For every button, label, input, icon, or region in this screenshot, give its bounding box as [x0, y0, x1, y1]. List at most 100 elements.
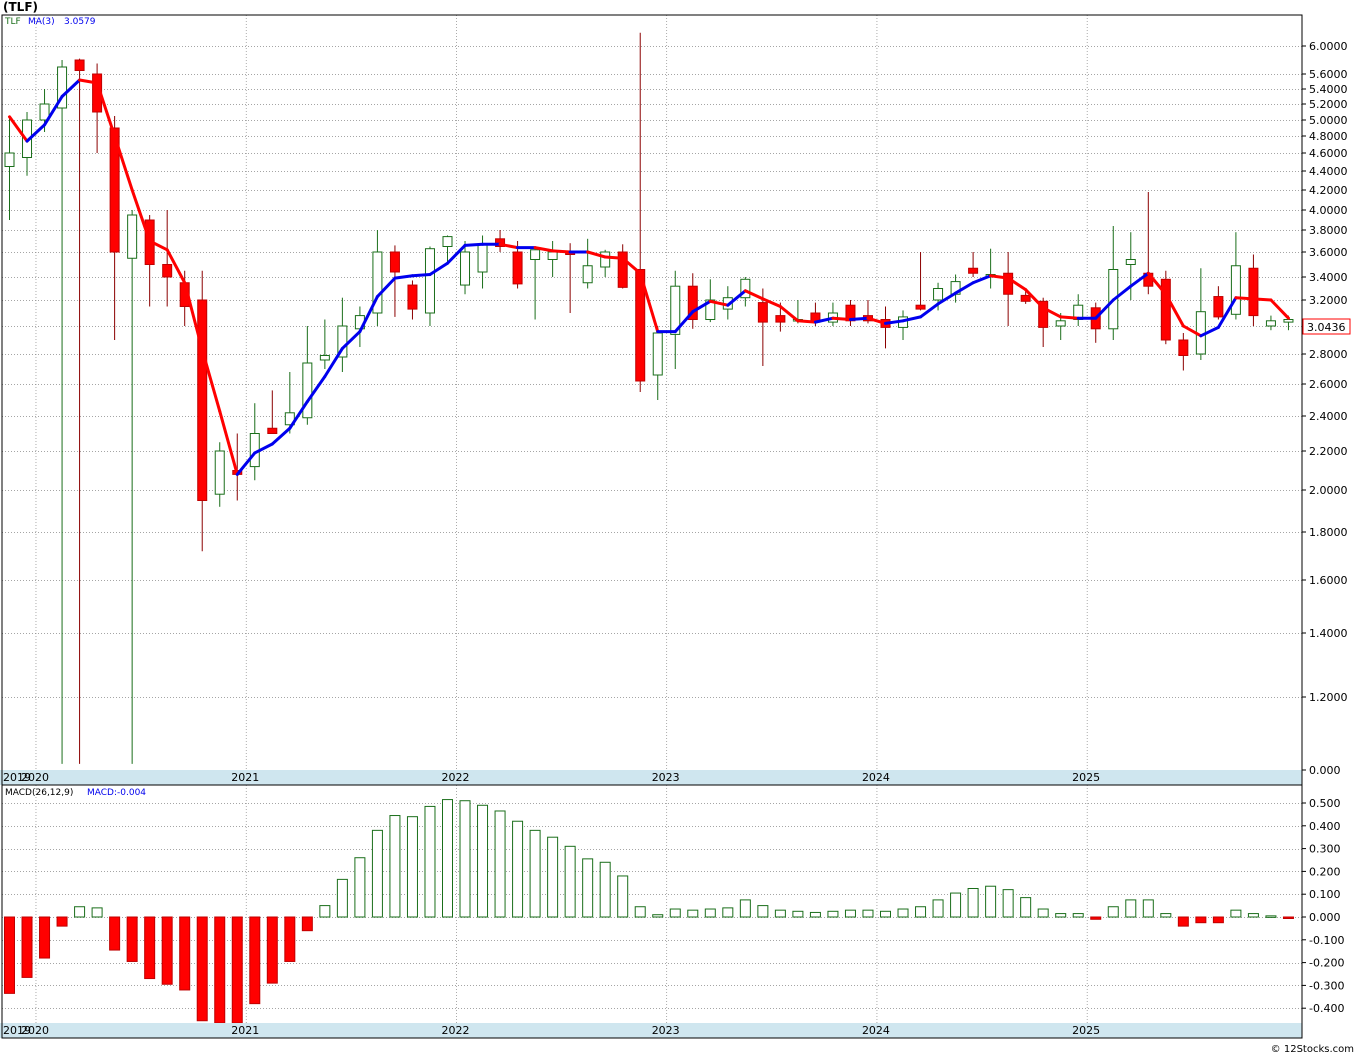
- ma-segment: [1199, 325, 1220, 338]
- ma-segment: [1269, 298, 1290, 320]
- price-year-label: 2024: [862, 771, 890, 784]
- ma-segment: [60, 78, 82, 98]
- ma-segment: [551, 249, 572, 254]
- macd-bar: [1107, 906, 1119, 918]
- candle-body: [1265, 320, 1276, 327]
- price-tick-label: 1.4000: [1309, 627, 1348, 640]
- macd-bar: [915, 906, 927, 918]
- candle: [109, 116, 120, 340]
- ma-segment: [638, 271, 660, 334]
- macd-year-label: 2023: [652, 1024, 680, 1037]
- ma-segment: [796, 319, 817, 324]
- macd-bar: [1072, 913, 1084, 918]
- macd-bar: [319, 905, 331, 918]
- price-tick-label: 1.2000: [1309, 691, 1348, 704]
- ma-segment: [1059, 315, 1080, 320]
- macd-bar: [582, 858, 594, 918]
- candle-body: [477, 243, 488, 273]
- price-tick-label: 2.4000: [1309, 410, 1348, 423]
- macd-bar: [389, 815, 401, 918]
- candle: [74, 58, 85, 764]
- candle: [617, 244, 628, 289]
- ma-segment: [813, 316, 835, 324]
- macd-bar: [1125, 899, 1137, 918]
- macd-year-label: 2025: [1072, 1024, 1100, 1037]
- macd-bar: [985, 885, 997, 918]
- macd-bar: [950, 892, 962, 918]
- macd-bar: [371, 829, 383, 918]
- macd-bar: [669, 908, 681, 918]
- price-tick-label: 5.6000: [1309, 68, 1348, 81]
- ma-segment: [358, 295, 379, 334]
- price-year-label: 2022: [441, 771, 469, 784]
- ma-segment: [533, 246, 555, 253]
- macd-bar: [1212, 916, 1224, 924]
- candle: [127, 210, 138, 764]
- ma-segment: [954, 281, 975, 295]
- candle: [880, 306, 891, 349]
- macd-bar: [39, 916, 51, 959]
- price-year-label: 2021: [231, 771, 259, 784]
- candle: [985, 248, 996, 289]
- price-tick-label: 3.6000: [1309, 246, 1348, 259]
- candle: [670, 270, 681, 369]
- macd-tick-label: 0.200: [1309, 865, 1341, 878]
- macd-year-label: 2020: [21, 1024, 49, 1037]
- price-year-label: 2020: [21, 771, 49, 784]
- ma-segment: [270, 426, 292, 446]
- candle-body: [460, 251, 471, 286]
- ma-segment: [603, 255, 625, 260]
- candle: [950, 274, 961, 303]
- candle-body: [635, 269, 646, 382]
- candle-body: [968, 267, 979, 274]
- candle: [1248, 254, 1259, 326]
- ma-segment: [1094, 298, 1115, 320]
- macd-bar: [406, 816, 418, 918]
- price-y-axis: 0.000 1.2000 1.4000 1.6000 1.8000 2.0000 2.200…: [1302, 40, 1348, 777]
- ma-segment: [340, 330, 362, 350]
- macd-bar: [862, 909, 874, 918]
- macd-bar: [564, 845, 576, 918]
- candle: [57, 60, 68, 764]
- ma-segment: [778, 305, 800, 323]
- candle-body: [1178, 339, 1189, 356]
- candle: [267, 390, 278, 434]
- price-tick-label: 3.4000: [1309, 271, 1348, 284]
- candle-body: [495, 238, 506, 248]
- macd-bar: [547, 836, 559, 918]
- ma-segment: [1129, 271, 1150, 288]
- ma-segment: [43, 95, 64, 127]
- ma-segment: [726, 289, 747, 307]
- macd-year-label: 2021: [231, 1024, 259, 1037]
- macd-bar: [809, 911, 821, 918]
- macd-tick-label: -0.200: [1309, 957, 1344, 970]
- candle-body: [933, 288, 944, 301]
- candle: [635, 32, 646, 392]
- price-candles: [4, 32, 1294, 764]
- candle-body: [39, 103, 50, 121]
- macd-bar: [844, 909, 856, 918]
- candle: [1003, 252, 1014, 326]
- candle-body: [1038, 300, 1049, 328]
- macd-bar: [301, 916, 313, 932]
- candle-body: [915, 304, 926, 310]
- candle-body: [1213, 296, 1224, 318]
- ma-segment: [446, 243, 467, 265]
- macd-bar: [827, 910, 839, 918]
- candle: [460, 241, 471, 295]
- ma-segment: [200, 348, 222, 413]
- macd-bar: [109, 916, 121, 951]
- price-tick-label: 3.2000: [1309, 294, 1348, 307]
- legend-symbol: TLF: [4, 17, 21, 27]
- macd-bar: [897, 908, 909, 918]
- candle-body: [600, 251, 611, 268]
- price-gridlines: [2, 15, 1302, 770]
- macd-bar: [757, 905, 769, 918]
- ma-segment: [1164, 292, 1185, 328]
- macd-tick-label: 0.300: [1309, 843, 1341, 856]
- chart-title: (TLF): [3, 0, 38, 14]
- macd-tick-label: 0.100: [1309, 888, 1341, 901]
- last-price-box: [1302, 318, 1351, 335]
